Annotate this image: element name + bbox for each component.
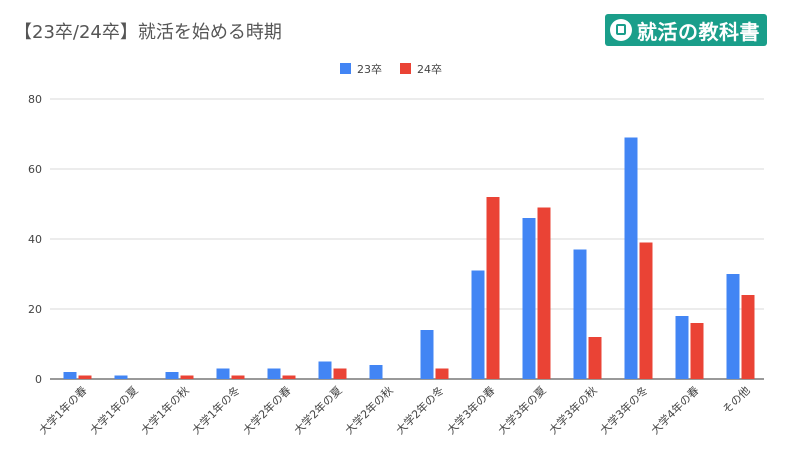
bar-series-23 xyxy=(165,372,179,379)
bar-series-23 xyxy=(522,218,536,379)
bar-series-24 xyxy=(486,197,500,379)
bar-series-23 xyxy=(573,249,587,379)
x-tick-label: 大学2年の秋 xyxy=(342,383,396,437)
bar-series-23 xyxy=(318,361,332,379)
y-tick-label: 20 xyxy=(28,303,42,316)
brand-logo: 就活の教科書 xyxy=(605,14,767,46)
book-icon xyxy=(610,19,632,41)
x-tick-label: 大学3年の秋 xyxy=(546,383,600,437)
bar-series-24 xyxy=(282,375,296,379)
bar-series-23 xyxy=(114,375,128,379)
bar-series-23 xyxy=(63,372,77,379)
x-tick-label: 大学1年の冬 xyxy=(189,383,243,437)
y-tick-label: 0 xyxy=(35,373,42,386)
bar-series-23 xyxy=(420,330,434,379)
y-tick-label: 60 xyxy=(28,163,42,176)
bar-series-23 xyxy=(216,368,230,379)
bar-series-24 xyxy=(639,242,653,379)
bar-series-23 xyxy=(726,274,740,379)
bar-series-23 xyxy=(624,137,638,379)
x-tick-label: 大学2年の春 xyxy=(240,383,294,437)
bar-series-23 xyxy=(471,270,485,379)
bar-series-24 xyxy=(333,368,347,379)
x-tick-label: 大学4年の春 xyxy=(648,383,702,437)
x-tick-label: その他 xyxy=(720,384,753,417)
brand-text: 就活の教科書 xyxy=(637,19,760,44)
bar-series-24 xyxy=(180,375,194,379)
legend-label: 23卒 xyxy=(357,62,382,76)
chart-title: 【23卒/24卒】就活を始める時期 xyxy=(14,22,282,43)
x-tick-label: 大学1年の夏 xyxy=(87,383,141,437)
x-tick-label: 大学3年の夏 xyxy=(495,383,549,437)
y-tick-label: 40 xyxy=(28,233,42,246)
bar-series-24 xyxy=(78,375,92,379)
bar-series-24 xyxy=(588,337,602,379)
legend-label: 24卒 xyxy=(417,62,442,76)
bar-series-24 xyxy=(690,323,704,379)
x-tick-label: 大学3年の冬 xyxy=(597,383,651,437)
x-tick-label: 大学3年の春 xyxy=(444,383,498,437)
bar-series-24 xyxy=(435,368,449,379)
bar-series-24 xyxy=(537,207,551,379)
bar-series-24 xyxy=(231,375,245,379)
x-tick-label: 大学1年の秋 xyxy=(138,383,192,437)
x-tick-label: 大学1年の春 xyxy=(36,383,90,437)
bar-series-24 xyxy=(741,295,755,379)
legend-swatch xyxy=(340,63,351,74)
bar-series-23 xyxy=(267,368,281,379)
bar-series-23 xyxy=(675,316,689,379)
y-tick-label: 80 xyxy=(28,93,42,106)
x-tick-label: 大学2年の夏 xyxy=(291,383,345,437)
x-tick-label: 大学2年の冬 xyxy=(393,383,447,437)
bar-series-23 xyxy=(369,365,383,379)
legend-swatch xyxy=(400,63,411,74)
